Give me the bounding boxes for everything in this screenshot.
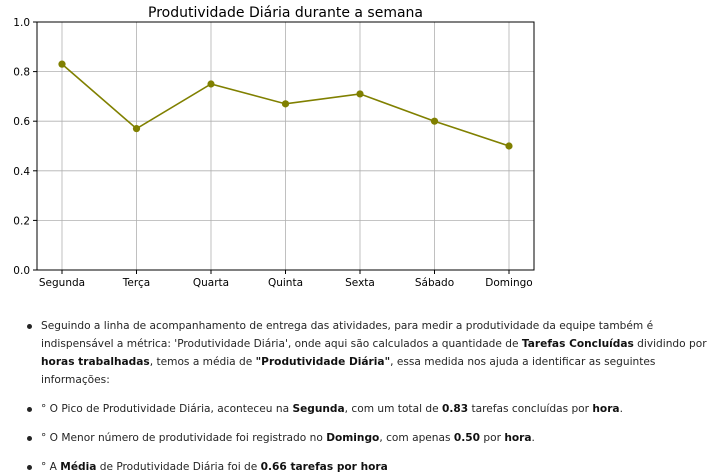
bold-text: "Produtividade Diária" — [255, 356, 391, 368]
data-point-sexta — [356, 90, 364, 98]
text-segment: tarefas concluídas por — [468, 403, 593, 415]
bold-text: Média — [60, 461, 97, 473]
text-segment: dividindo por — [633, 338, 707, 350]
bold-text: hora — [592, 403, 620, 415]
y-tick-label: 1.0 — [13, 17, 30, 29]
y-tick-label: 0.6 — [13, 116, 30, 128]
chart-grid — [37, 21, 534, 271]
bold-text: 0.83 — [442, 403, 469, 415]
x-tick-label: Domingo — [485, 277, 532, 289]
text-segment: . — [531, 432, 535, 444]
bold-text: Domingo — [326, 432, 380, 444]
data-point-quinta — [281, 100, 290, 108]
bold-text: hora — [504, 432, 532, 444]
text-segment: , essa medida nos ajuda a identificar as… — [41, 356, 656, 386]
bold-text: horas trabalhadas — [41, 356, 150, 368]
x-tick-label: Quinta — [268, 277, 303, 289]
text-segment: Seguindo a linha de acompanhamento de en… — [41, 320, 654, 350]
insight-item: ° O Pico de Produtividade Diária, aconte… — [24, 400, 714, 418]
y-tick-label: 0.4 — [13, 166, 30, 178]
text-segment: ° A — [41, 461, 61, 473]
bold-text: Segunda — [292, 403, 345, 415]
text-segment: . — [619, 403, 623, 415]
productivity-line-chart: Produtividade Diária durante a semana 0.… — [13, 5, 535, 289]
text-segment: ° O Pico de Produtividade Diária, aconte… — [41, 403, 293, 415]
y-tick-label: 0.0 — [13, 265, 30, 277]
x-axis: Segunda Terça Quarta Quinta Sexta Sábado Domin… — [39, 270, 533, 289]
x-tick-label: Terça — [122, 277, 150, 289]
text-segment: , temos a média de — [149, 356, 256, 368]
series-productivity — [58, 60, 513, 150]
data-point-terça — [132, 125, 141, 133]
x-tick-label: Sexta — [345, 277, 375, 289]
bold-text: 0.50 — [453, 432, 481, 444]
text-segment: de Produtividade Diária foi de — [96, 461, 261, 473]
y-axis: 0.0 0.2 0.4 0.6 0.8 1.0 — [13, 17, 37, 277]
bold-text: Tarefas Concluídas — [521, 338, 634, 350]
insight-item: ° A Média de Produtividade Diária foi de… — [24, 458, 714, 476]
data-point-domingo — [505, 142, 513, 150]
text-segment: , com um total de — [344, 403, 442, 415]
x-tick-label: Segunda — [39, 277, 85, 289]
text-segment: ° O Menor número de produtividade foi re… — [41, 432, 327, 444]
x-tick-label: Quarta — [193, 277, 229, 289]
x-tick-label: Sábado — [415, 277, 454, 289]
y-tick-label: 0.8 — [13, 67, 30, 79]
data-point-segunda — [58, 60, 66, 68]
text-segment: por — [480, 432, 505, 444]
insights-list: Seguindo a linha de acompanhamento de en… — [24, 317, 714, 476]
chart-title: Produtividade Diária durante a semana — [148, 5, 423, 21]
y-tick-label: 0.2 — [13, 215, 30, 227]
insight-item: Seguindo a linha de acompanhamento de en… — [24, 317, 714, 389]
text-segment: , com apenas — [379, 432, 454, 444]
data-point-quarta — [207, 80, 215, 88]
data-point-sábado — [430, 117, 439, 125]
bold-text: 0.66 tarefas por hora — [260, 461, 388, 473]
insight-item: ° O Menor número de produtividade foi re… — [24, 429, 714, 447]
